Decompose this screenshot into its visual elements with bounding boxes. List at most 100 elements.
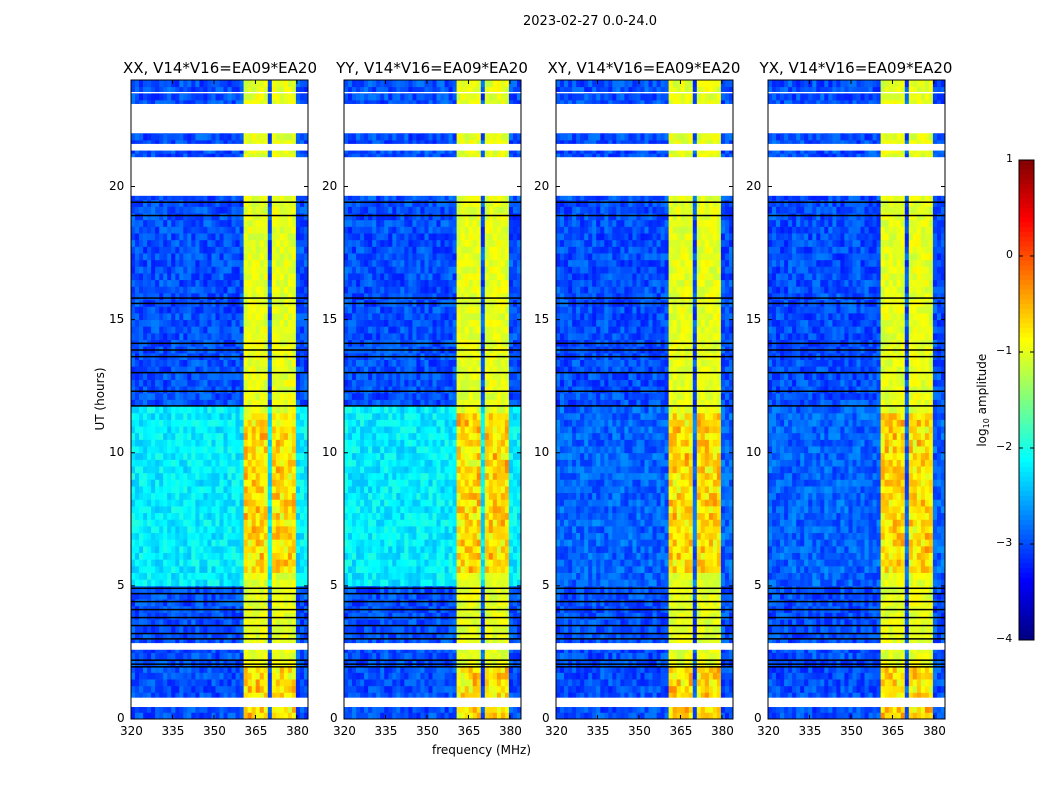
heatmap-cell	[300, 426, 305, 434]
heatmap-cell	[304, 80, 309, 88]
heatmap-cell	[191, 399, 196, 407]
heatmap-cell	[287, 665, 293, 673]
heatmap-cell	[267, 552, 273, 560]
heatmap-cell	[295, 206, 301, 214]
heatmap-cell	[215, 679, 220, 687]
heatmap-cell	[163, 659, 168, 667]
heatmap-cell	[195, 579, 200, 587]
heatmap-cell	[251, 419, 257, 427]
heatmap-cell	[147, 506, 152, 514]
heatmap-cell	[155, 565, 160, 573]
heatmap-cell	[171, 153, 176, 161]
heatmap-cell	[167, 579, 172, 587]
heatmap-cell	[183, 712, 188, 720]
heatmap-cell	[231, 213, 237, 221]
heatmap-cell	[504, 665, 510, 673]
heatmap-cell	[384, 685, 389, 693]
heatmap-cell	[295, 246, 301, 254]
heatmap-cell	[472, 652, 478, 660]
heatmap-cell	[283, 685, 289, 693]
heatmap-cell	[396, 652, 401, 660]
heatmap-cell	[263, 86, 269, 94]
heatmap-cell	[199, 639, 204, 647]
heatmap-cell	[243, 93, 249, 101]
heatmap-cell	[203, 219, 208, 227]
heatmap-cell	[227, 273, 232, 281]
heatmap-cell	[348, 672, 353, 680]
heatmap-cell	[215, 625, 220, 633]
heatmap-cell	[199, 259, 204, 267]
heatmap-cell	[291, 80, 297, 88]
heatmap-cell	[139, 379, 144, 387]
heatmap-cell	[215, 319, 220, 327]
heatmap-cell	[175, 472, 180, 480]
heatmap-cell	[275, 492, 281, 500]
heatmap-cell	[167, 466, 172, 474]
heatmap-cell	[195, 332, 200, 340]
heatmap-cell	[167, 592, 172, 600]
heatmap-cell	[500, 632, 506, 640]
heatmap-cell	[304, 532, 309, 540]
heatmap-cell	[231, 100, 237, 108]
heatmap-cell	[239, 652, 245, 660]
heatmap-cell	[251, 313, 257, 321]
heatmap-cell	[444, 612, 450, 620]
heatmap-cell	[179, 399, 184, 407]
heatmap-cell	[247, 486, 253, 494]
heatmap-cell	[219, 153, 224, 161]
heatmap-cell	[215, 492, 220, 500]
heatmap-cell	[159, 80, 164, 88]
heatmap-cell	[195, 219, 200, 227]
heatmap-cell	[448, 619, 454, 627]
heatmap-cell	[135, 273, 140, 281]
heatmap-cell	[279, 466, 285, 474]
heatmap-cell	[444, 619, 450, 627]
heatmap-cell	[195, 539, 200, 547]
heatmap-cell	[259, 206, 265, 214]
heatmap-cell	[291, 712, 297, 720]
heatmap-cell	[263, 526, 269, 534]
heatmap-cell	[488, 692, 494, 700]
heatmap-cell	[139, 452, 144, 460]
heatmap-cell	[159, 652, 164, 660]
heatmap-cell	[179, 313, 184, 321]
heatmap-cell	[187, 552, 192, 560]
heatmap-cell	[384, 652, 389, 660]
heatmap-cell	[259, 619, 265, 627]
heatmap-cell	[211, 705, 216, 713]
heatmap-cell	[235, 319, 241, 327]
heatmap-cell	[267, 652, 273, 660]
heatmap-cell	[259, 266, 265, 274]
heatmap-cell	[271, 386, 277, 394]
heatmap-cell	[135, 133, 140, 141]
heatmap-cell	[255, 266, 261, 274]
heatmap-cell	[219, 452, 224, 460]
heatmap-cell	[207, 685, 212, 693]
heatmap-cell	[163, 266, 168, 274]
heatmap-cell	[159, 379, 164, 387]
heatmap-cell	[263, 585, 269, 593]
heatmap-cell	[247, 599, 253, 607]
heatmap-cell	[135, 313, 140, 321]
heatmap-cell	[219, 273, 224, 281]
heatmap-cell	[295, 426, 301, 434]
heatmap-cell	[291, 685, 297, 693]
heatmap-cell	[227, 219, 232, 227]
heatmap-cell	[372, 612, 377, 620]
heatmap-cell	[179, 572, 184, 580]
heatmap-cell	[259, 532, 265, 540]
heatmap-cell	[368, 685, 373, 693]
heatmap-cell	[159, 466, 164, 474]
heatmap-cell	[183, 412, 188, 420]
heatmap-cell	[167, 213, 172, 221]
heatmap-cell	[247, 239, 253, 247]
heatmap-cell	[267, 612, 273, 620]
heatmap-cell	[348, 652, 353, 660]
heatmap-cell	[151, 659, 156, 667]
heatmap-cell	[295, 93, 301, 101]
heatmap-cell	[416, 612, 421, 620]
heatmap-cell	[508, 692, 514, 700]
heatmap-cell	[227, 672, 232, 680]
heatmap-cell	[191, 372, 196, 380]
